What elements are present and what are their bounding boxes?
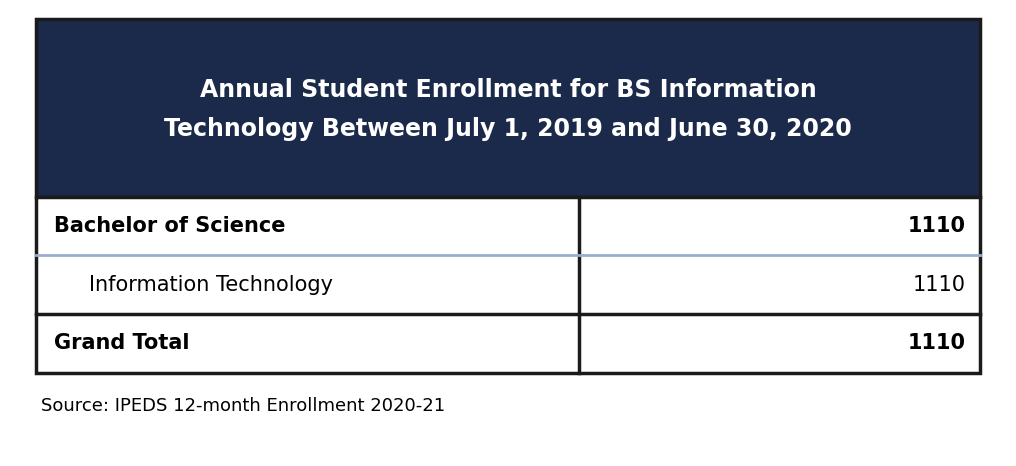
FancyBboxPatch shape bbox=[36, 197, 980, 255]
Text: 1110: 1110 bbox=[907, 334, 965, 353]
Text: Source: IPEDS 12-month Enrollment 2020-21: Source: IPEDS 12-month Enrollment 2020-2… bbox=[41, 397, 445, 415]
Text: Information Technology: Information Technology bbox=[89, 274, 333, 295]
Text: Grand Total: Grand Total bbox=[54, 334, 189, 353]
Text: 1110: 1110 bbox=[912, 274, 965, 295]
Text: Annual Student Enrollment for BS Information: Annual Student Enrollment for BS Informa… bbox=[199, 78, 817, 102]
FancyBboxPatch shape bbox=[36, 255, 980, 314]
FancyBboxPatch shape bbox=[36, 19, 980, 197]
FancyBboxPatch shape bbox=[36, 314, 980, 373]
Text: Bachelor of Science: Bachelor of Science bbox=[54, 216, 285, 236]
Text: Technology Between July 1, 2019 and June 30, 2020: Technology Between July 1, 2019 and June… bbox=[165, 117, 851, 141]
Text: 1110: 1110 bbox=[907, 216, 965, 236]
